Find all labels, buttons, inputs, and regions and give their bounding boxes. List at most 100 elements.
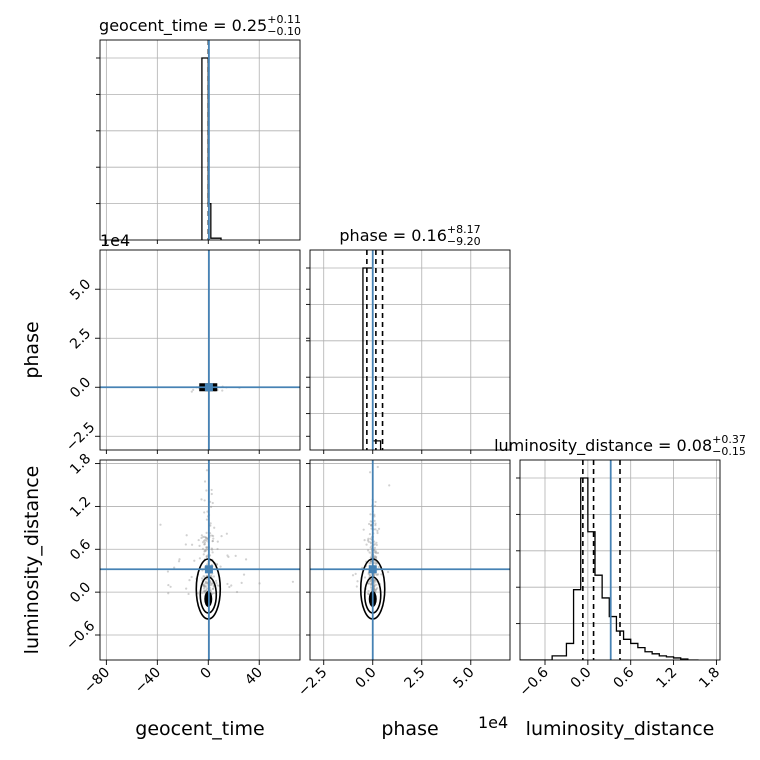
panel-frame [99,39,301,241]
sample-point [167,592,170,595]
sample-point [368,562,371,565]
sample-point [370,524,373,527]
sample-point [373,589,376,592]
x-tick-label: 40 [242,665,266,689]
scatter-panel-phase-luminosity_distance [309,444,511,661]
sample-point [203,543,206,546]
sample-point [200,536,203,540]
sample-point [370,579,373,582]
sample-point [380,573,383,576]
sample-point [203,549,206,552]
panel-title-phase: phase = 0.16+8.17 −9.20 [339,223,480,248]
sample-point [373,581,376,585]
sample-point [365,543,368,546]
sample-point [169,585,172,588]
sample-point [204,590,207,593]
sample-point [368,574,372,577]
sample-point [373,588,376,592]
title-text: luminosity_distance = 0.08 [494,436,712,456]
sample-point [240,581,243,585]
sample-point [361,566,364,569]
sample-point [203,584,206,587]
x-tick-label: 1.8 [696,665,723,692]
sample-point [369,578,372,581]
sample-point [205,548,208,551]
sample-point [216,540,219,543]
sample-point [203,575,206,578]
y-tick-label: 0.0 [67,374,94,401]
sample-point [373,588,376,591]
sample-point [209,574,212,577]
sample-point [198,557,201,560]
sample-point [362,528,365,531]
sample-point [210,582,213,585]
sample-point [212,537,215,540]
sample-point [373,515,376,518]
sample-point [167,583,170,587]
sample-point [376,551,380,555]
sample-point [369,583,373,586]
sample-point [374,561,377,564]
sample-point [211,539,214,543]
sample-point [202,575,205,578]
sample-point [367,572,370,576]
sample-point [367,582,371,585]
sample-point [368,580,371,583]
sample-point [356,580,359,583]
sample-point [210,534,214,537]
sample-point [215,579,218,583]
sample-point [374,444,376,446]
sample-point [225,532,228,535]
sample-point [212,534,215,538]
sample-point [197,538,200,542]
sample-point [373,513,376,516]
x-tick-label: −40 [132,665,164,697]
sample-point [234,554,237,557]
truth-marker [204,565,213,574]
sample-point [202,583,205,587]
panel-frame [519,459,721,661]
sample-point [376,529,379,532]
y-tick-label: 0.0 [67,579,94,606]
sample-point [192,388,195,391]
title-text: geocent_time = 0.25 [99,16,267,36]
sample-point [370,523,373,526]
title-upper-error: +0.37 [712,433,746,446]
sample-point [373,549,376,552]
sample-point [366,592,370,595]
sample-point [373,519,376,523]
sample-point [204,447,206,449]
panel-frame [99,459,301,661]
sample-point [226,582,229,586]
y-tick-label: 2.5 [67,325,94,352]
sample-point [351,574,355,577]
sample-point [377,527,381,530]
sample-point [205,585,208,588]
sample-point [211,551,214,554]
sample-point [373,555,377,558]
sample-point [204,582,207,585]
sample-point [190,575,193,579]
sample-point [373,551,376,554]
sample-point [205,531,208,534]
sample-point [187,592,190,596]
y-tick-label: 1.2 [67,494,94,521]
sample-point [363,539,366,542]
samples [351,444,391,620]
sample-point [185,534,188,537]
sample-point [216,584,219,587]
sample-point [375,588,378,591]
sample-point [203,590,206,593]
sample-point [205,469,209,472]
sample-point [367,522,371,526]
sample-point [211,540,214,543]
sample-point [200,498,203,501]
sample-point [204,580,207,583]
sample-point [205,489,208,492]
sample-point [177,560,181,563]
sample-point [204,581,208,584]
sample-point [373,585,376,588]
sample-point [375,555,378,558]
sample-point [355,585,358,588]
sample-point [212,575,216,578]
